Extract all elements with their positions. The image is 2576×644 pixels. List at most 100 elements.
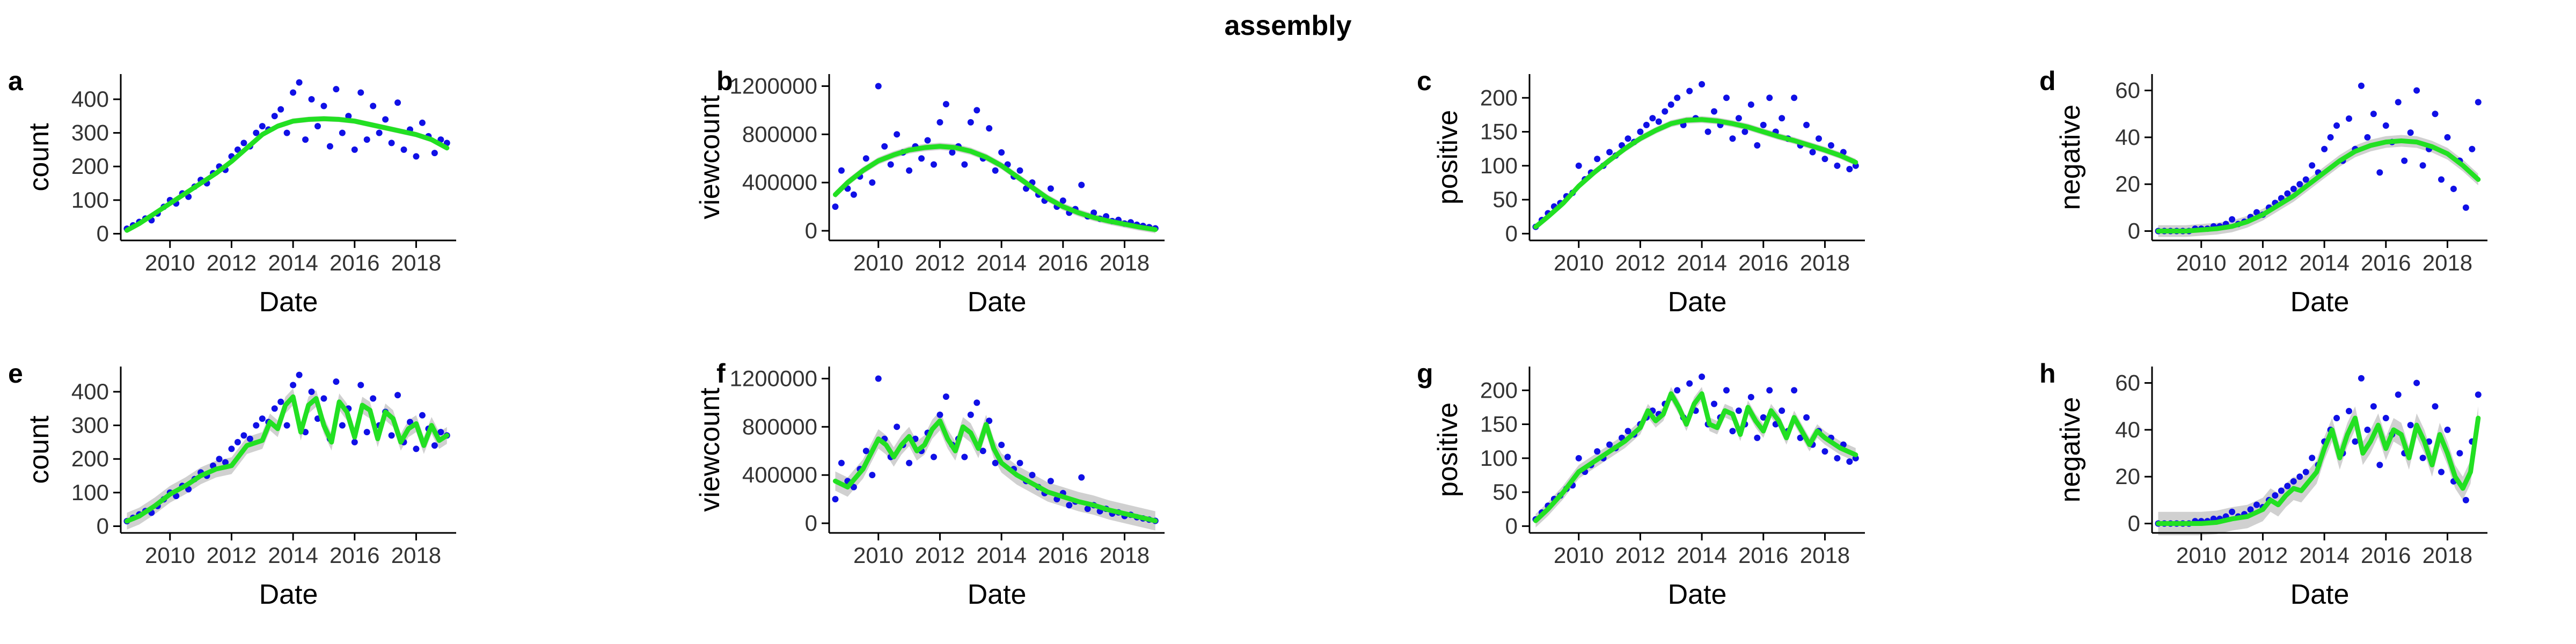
- panel-d: d 2010 2012 2014 2016 2018 0 20 40 60 Date negative: [2039, 66, 2487, 318]
- data-point-e: [271, 405, 278, 412]
- data-point-g: [1686, 380, 1693, 387]
- x-tick-label-b: 2010: [853, 250, 903, 275]
- data-point-f: [875, 375, 882, 382]
- data-point-g: [1575, 455, 1582, 462]
- data-point-h: [2438, 469, 2445, 475]
- x-tick-label-d: 2016: [2361, 250, 2411, 275]
- data-point-g: [1735, 407, 1742, 414]
- data-point-f: [942, 393, 949, 400]
- data-point-c: [1747, 101, 1754, 108]
- data-point-f: [906, 459, 913, 466]
- confidence-band-e: [127, 388, 447, 530]
- x-axis-label-b: Date: [968, 287, 1027, 318]
- data-point-d: [2370, 111, 2377, 118]
- x-tick-label-d: 2010: [2176, 250, 2226, 275]
- data-point-e: [431, 442, 438, 449]
- data-point-e: [394, 392, 401, 399]
- x-tick-label-g: 2014: [1677, 543, 1726, 568]
- data-point-e: [339, 422, 346, 429]
- data-point-a: [339, 129, 346, 136]
- data-point-a: [370, 103, 377, 109]
- data-point-b: [862, 155, 869, 162]
- data-point-c: [1674, 94, 1681, 101]
- x-tick-label-a: 2016: [330, 250, 379, 275]
- data-point-b: [974, 107, 980, 114]
- data-point-h: [2413, 379, 2420, 386]
- x-tick-label-f: 2018: [1100, 543, 1150, 568]
- data-point-a: [419, 119, 426, 126]
- data-point-g: [1747, 393, 1754, 400]
- x-axis-label-e: Date: [259, 579, 318, 610]
- data-point-e: [246, 435, 253, 442]
- data-point-g: [1791, 387, 1798, 394]
- data-point-d: [2358, 82, 2365, 89]
- data-point-b: [942, 101, 949, 108]
- x-axis-label-h: Date: [2290, 579, 2350, 610]
- data-point-d: [2302, 176, 2309, 183]
- x-tick-label-a: 2012: [207, 250, 257, 275]
- x-tick-label-f: 2010: [853, 543, 903, 568]
- data-point-b: [894, 131, 901, 138]
- data-point-a: [357, 89, 364, 96]
- data-point-e: [228, 445, 235, 452]
- data-point-a: [376, 129, 383, 136]
- data-point-a: [345, 113, 352, 120]
- y-axis-label-d: negative: [2055, 105, 2086, 210]
- y-axis-label-e: count: [24, 415, 55, 484]
- data-point-h: [2333, 415, 2340, 422]
- x-tick-label-f: 2012: [915, 543, 965, 568]
- data-point-b: [936, 119, 943, 126]
- panel-letter-c: c: [1417, 66, 1432, 96]
- x-tick-label-b: 2016: [1038, 250, 1088, 275]
- y-tick-label-f: 0: [805, 510, 817, 536]
- x-axis-label-d: Date: [2290, 287, 2350, 318]
- data-point-c: [1754, 142, 1761, 149]
- x-tick-label-h: 2012: [2238, 543, 2288, 568]
- data-point-h: [2462, 496, 2469, 503]
- data-point-c: [1834, 162, 1841, 169]
- y-tick-label-f: 800000: [742, 414, 817, 439]
- data-point-c: [1637, 128, 1644, 135]
- y-tick-label-h: 60: [2115, 370, 2140, 396]
- data-point-a: [234, 146, 241, 153]
- data-point-e: [333, 378, 340, 385]
- data-point-b: [850, 191, 857, 198]
- data-point-g: [1760, 414, 1767, 421]
- data-point-b: [1091, 209, 1097, 216]
- data-point-e: [437, 429, 444, 436]
- x-tick-label-e: 2010: [145, 543, 195, 568]
- data-point-d: [2253, 209, 2260, 216]
- data-point-c: [1662, 108, 1668, 115]
- data-point-b: [1059, 197, 1066, 204]
- data-point-h: [2364, 426, 2371, 433]
- x-tick-label-d: 2018: [2423, 250, 2472, 275]
- y-tick-label-d: 0: [2128, 218, 2140, 244]
- x-tick-label-d: 2014: [2299, 250, 2349, 275]
- panel-h: h 2010 2012 2014 2016 2018 0 20 40 60 Date negative: [2039, 358, 2487, 610]
- y-tick-label-c: 0: [1505, 221, 1518, 246]
- data-point-d: [2333, 122, 2340, 129]
- y-tick-label-f: 400000: [742, 462, 817, 487]
- x-tick-label-c: 2016: [1738, 250, 1788, 275]
- data-point-c: [1699, 80, 1706, 87]
- data-point-d: [2469, 145, 2476, 152]
- data-point-f: [961, 453, 968, 460]
- y-tick-label-g: 100: [1480, 445, 1518, 471]
- y-axis-label-a: count: [24, 123, 55, 192]
- smooth-line-a: [124, 116, 450, 233]
- y-tick-label-c: 200: [1480, 85, 1518, 110]
- data-point-a: [271, 113, 278, 120]
- y-tick-label-g: 50: [1492, 479, 1518, 504]
- y-tick-label-b: 1200000: [729, 73, 817, 98]
- data-point-a: [290, 89, 297, 96]
- data-point-e: [259, 415, 266, 422]
- data-point-a: [283, 129, 290, 136]
- confidence-band-d: [2158, 135, 2478, 237]
- smooth-line-b: [832, 144, 1158, 232]
- data-point-a: [314, 123, 321, 130]
- x-tick-label-c: 2014: [1677, 250, 1726, 275]
- data-point-d: [2327, 134, 2334, 141]
- data-point-h: [2253, 501, 2260, 508]
- y-tick-label-d: 20: [2115, 171, 2140, 196]
